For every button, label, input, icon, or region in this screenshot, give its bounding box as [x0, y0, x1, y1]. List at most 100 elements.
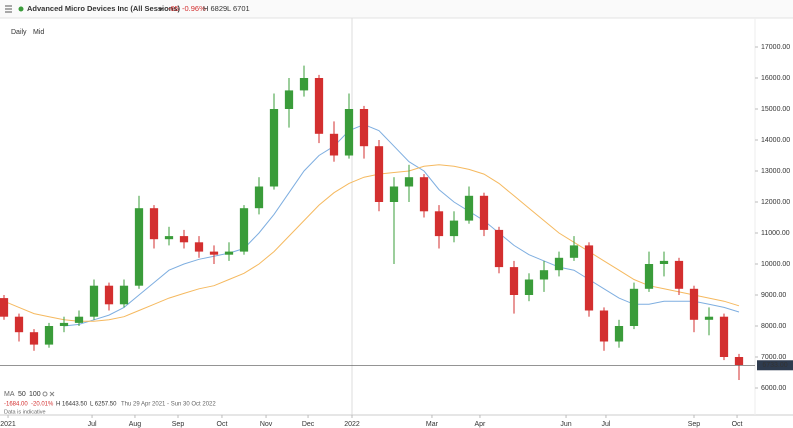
- x-tick-label: 2022: [344, 421, 360, 428]
- candle-body: [74, 316, 84, 323]
- candle-body: [179, 236, 189, 243]
- candle-body: [554, 257, 564, 271]
- period-range: Thu 29 Apr 2021 - Sun 30 Oct 2022: [121, 402, 216, 408]
- candle-body: [629, 288, 639, 326]
- period-change: -1684.00: [4, 402, 28, 408]
- x-tick-label: Apr: [474, 421, 486, 428]
- y-tick-label: 6000.00: [761, 385, 786, 392]
- candle-body: [59, 322, 69, 326]
- candle-body: [0, 298, 9, 317]
- low: L 6701: [227, 4, 250, 13]
- x-tick-label: 2021: [0, 421, 16, 428]
- candle-body: [494, 229, 504, 268]
- change-pct: -0.96%: [182, 4, 206, 13]
- period-low: L 6257.50: [90, 402, 117, 408]
- candle-body: [119, 285, 129, 305]
- candle-body: [239, 208, 249, 252]
- dropdown-arrow[interactable]: [158, 8, 163, 11]
- y-tick-label: 11000.00: [761, 230, 790, 237]
- indicator-label: MA: [4, 391, 15, 398]
- indicator-settings-icon[interactable]: [42, 391, 55, 397]
- candle-body: [224, 251, 234, 255]
- candle-body: [434, 211, 444, 237]
- candle-body: [194, 242, 204, 252]
- candle-body: [299, 77, 309, 91]
- candle-body: [719, 316, 729, 357]
- y-tick-label: 9000.00: [761, 292, 786, 299]
- x-tick-label: Jun: [560, 421, 571, 428]
- x-tick-label: Sep: [688, 421, 701, 428]
- change: -65: [168, 4, 179, 13]
- x-tick-label: Nov: [260, 421, 273, 428]
- x-tick-label: Jul: [88, 421, 97, 428]
- plot: [0, 65, 744, 381]
- interval[interactable]: Daily: [11, 29, 27, 36]
- x-tick-label: Jul: [601, 421, 610, 428]
- legend-entry[interactable]: 100: [29, 391, 41, 398]
- candle-body: [464, 195, 474, 221]
- instrument-name[interactable]: Advanced Micro Devices Inc (All Sessions…: [27, 4, 180, 13]
- candle-body: [374, 146, 384, 202]
- candle-body: [644, 263, 654, 289]
- y-tick-label: 10000.00: [761, 261, 790, 268]
- y-tick-label: 16000.00: [761, 75, 790, 82]
- candle-body: [599, 310, 609, 342]
- candle-body: [44, 325, 54, 345]
- x-tick-label: Sep: [172, 421, 185, 428]
- candle-body: [254, 186, 264, 209]
- period-change-pct: -20.01%: [31, 402, 54, 408]
- y-tick-label: 7000.00: [761, 354, 786, 361]
- candle-body: [674, 260, 684, 289]
- x-tick-label: Dec: [302, 421, 315, 428]
- candle-body: [584, 245, 594, 311]
- candle-body: [524, 279, 534, 295]
- candle-body: [29, 332, 39, 345]
- y-tick-label: 14000.00: [761, 137, 790, 144]
- candle-body: [314, 77, 324, 134]
- candle-body: [89, 285, 99, 317]
- candle-body: [479, 195, 489, 230]
- candle-body: [389, 186, 399, 202]
- last-price-box: [757, 360, 793, 371]
- status-dot: [18, 6, 24, 12]
- period-high: H 16443.50: [56, 402, 88, 408]
- candle-body: [359, 108, 369, 147]
- candle-body: [659, 260, 669, 264]
- y-tick-label: 12000.00: [761, 199, 790, 206]
- candle-body: [329, 133, 339, 156]
- candle-body: [209, 251, 219, 255]
- x-tick-label: Oct: [732, 421, 743, 428]
- candle-body: [284, 90, 294, 109]
- x-tick-label: Mar: [426, 421, 439, 428]
- header-bar: [0, 0, 793, 18]
- ma-line: [3, 164, 740, 322]
- candle-body: [734, 356, 744, 366]
- candle-body: [539, 270, 549, 280]
- y-tick-label: 17000.00: [761, 44, 790, 51]
- candle-body: [404, 177, 414, 187]
- y-tick-label: 13000.00: [761, 168, 790, 175]
- candle-body: [689, 288, 699, 320]
- candle-body: [449, 220, 459, 237]
- candle-body: [419, 177, 429, 212]
- price-type[interactable]: Mid: [33, 29, 44, 36]
- candle-body: [104, 285, 114, 305]
- data-note: Data is indicative: [4, 409, 46, 415]
- legend-entry[interactable]: 50: [18, 391, 26, 398]
- candle-body: [614, 325, 624, 342]
- candle-body: [149, 208, 159, 240]
- x-tick-label: Oct: [217, 421, 228, 428]
- y-tick-label: 15000.00: [761, 106, 790, 113]
- high: H 6829: [203, 4, 227, 13]
- menu-icon[interactable]: [5, 5, 12, 13]
- x-tick-label: Aug: [129, 421, 142, 428]
- candle-body: [344, 108, 354, 156]
- candle-body: [134, 208, 144, 286]
- candle-body: [14, 316, 24, 333]
- candle-body: [704, 316, 714, 320]
- candle-body: [164, 236, 174, 240]
- candle-body: [569, 245, 579, 258]
- candle-body: [269, 108, 279, 187]
- y-tick-label: 8000.00: [761, 323, 786, 330]
